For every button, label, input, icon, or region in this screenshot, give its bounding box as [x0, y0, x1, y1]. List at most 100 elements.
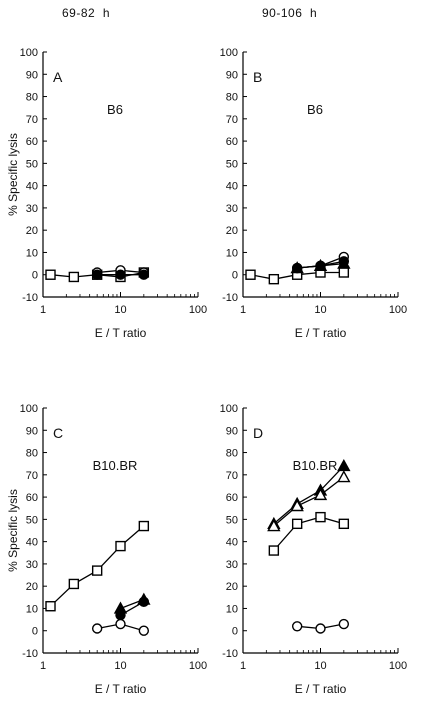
data-point-triangle	[313, 487, 328, 501]
column-header-left: 69-82 h	[62, 6, 111, 20]
panel-letter: C	[53, 425, 63, 441]
y-tick-label: 0	[232, 270, 238, 282]
data-point-square	[268, 273, 280, 285]
y-tick-label: 10	[26, 247, 38, 259]
data-point-circle	[138, 625, 150, 636]
panel-letter: D	[253, 425, 263, 441]
y-tick-label: -10	[222, 292, 238, 304]
data-point-circle	[115, 609, 126, 621]
panel-letter: A	[53, 69, 63, 85]
y-tick-label: 80	[226, 448, 238, 460]
data-point-circle	[91, 623, 103, 634]
data-point-triangle	[337, 458, 351, 472]
strain-label: B10.BR	[293, 458, 338, 473]
y-tick-label: 50	[26, 514, 38, 526]
y-tick-label: 20	[26, 581, 38, 593]
y-tick-label: 100	[220, 403, 238, 415]
y-tick-label: 40	[226, 181, 238, 193]
y-tick-label: 40	[26, 181, 38, 193]
data-point-circle	[338, 618, 350, 630]
data-point-triangle	[290, 499, 304, 512]
y-tick-label: 10	[226, 603, 238, 615]
panel-letter: B	[253, 69, 262, 85]
y-tick-label: 70	[226, 114, 238, 126]
y-tick-label: 40	[226, 537, 238, 549]
data-point-circle	[291, 621, 303, 632]
data-point-circle	[138, 269, 150, 280]
data-point-square	[338, 518, 350, 530]
y-tick-label: 0	[232, 626, 238, 638]
data-point-circle	[315, 623, 326, 634]
y-tick-label: 80	[26, 92, 38, 104]
x-tick-label: 1	[40, 660, 46, 672]
y-tick-label: 10	[26, 603, 38, 615]
data-point-circle	[115, 269, 126, 280]
data-point-square	[68, 271, 80, 283]
y-tick-label: 50	[26, 158, 38, 170]
y-tick-label: 20	[226, 581, 238, 593]
data-point-square	[338, 267, 350, 278]
y-tick-label: 100	[20, 403, 38, 415]
data-point-square	[268, 545, 280, 556]
x-tick-label: 10	[314, 304, 326, 316]
x-axis-label: E / T ratio	[295, 326, 347, 340]
strain-label: B6	[107, 102, 123, 117]
y-tick-label: 50	[226, 514, 238, 526]
x-tick-label: 10	[114, 304, 126, 316]
y-tick-label: 30	[26, 203, 38, 215]
y-tick-label: -10	[222, 648, 238, 660]
strain-label: B6	[307, 102, 323, 117]
series-line	[273, 476, 345, 527]
y-tick-label: 30	[26, 559, 38, 571]
y-axis-label: % Specific lysis	[6, 133, 20, 216]
y-tick-label: 60	[26, 136, 38, 148]
x-axis-label: E / T ratio	[95, 682, 147, 696]
y-tick-label: 90	[26, 69, 38, 81]
strain-label: B10.BR	[93, 458, 138, 473]
data-point-square	[291, 518, 303, 530]
y-tick-label: 30	[226, 203, 238, 215]
data-point-triangle	[290, 261, 304, 274]
data-point-triangle	[337, 256, 351, 269]
data-point-square	[68, 578, 80, 590]
y-axis-label: % Specific lysis	[6, 489, 20, 572]
y-tick-label: 40	[26, 537, 38, 549]
data-point-triangle	[337, 470, 351, 483]
y-tick-label: -10	[22, 292, 38, 304]
x-tick-label: 10	[314, 660, 326, 672]
y-tick-label: 90	[226, 69, 238, 81]
data-point-triangle	[313, 258, 328, 272]
y-tick-label: 90	[226, 425, 238, 437]
x-tick-label: 100	[189, 660, 207, 672]
data-point-square	[45, 269, 56, 280]
x-tick-label: 1	[240, 304, 246, 316]
data-point-square	[91, 565, 103, 576]
y-tick-label: 20	[26, 225, 38, 237]
x-tick-label: 100	[389, 304, 407, 316]
data-point-square	[115, 540, 126, 552]
y-tick-label: 0	[32, 270, 38, 282]
y-tick-label: -10	[22, 648, 38, 660]
column-header-right: 90-106 h	[262, 6, 318, 20]
y-tick-label: 90	[26, 425, 38, 437]
y-tick-label: 60	[226, 136, 238, 148]
y-tick-label: 60	[226, 492, 238, 504]
x-axis-label: E / T ratio	[295, 682, 347, 696]
y-tick-label: 30	[226, 559, 238, 571]
data-point-square	[45, 601, 56, 612]
y-tick-label: 80	[26, 448, 38, 460]
y-tick-label: 60	[26, 492, 38, 504]
series-line	[273, 516, 344, 551]
data-point-square	[245, 269, 256, 280]
y-tick-label: 0	[32, 626, 38, 638]
x-axis-label: E / T ratio	[95, 326, 147, 340]
y-tick-label: 100	[20, 47, 38, 59]
y-tick-label: 20	[226, 225, 238, 237]
data-point-circle	[91, 269, 103, 280]
y-tick-label: 50	[226, 158, 238, 170]
y-tick-label: 70	[226, 470, 238, 482]
y-tick-label: 80	[226, 92, 238, 104]
